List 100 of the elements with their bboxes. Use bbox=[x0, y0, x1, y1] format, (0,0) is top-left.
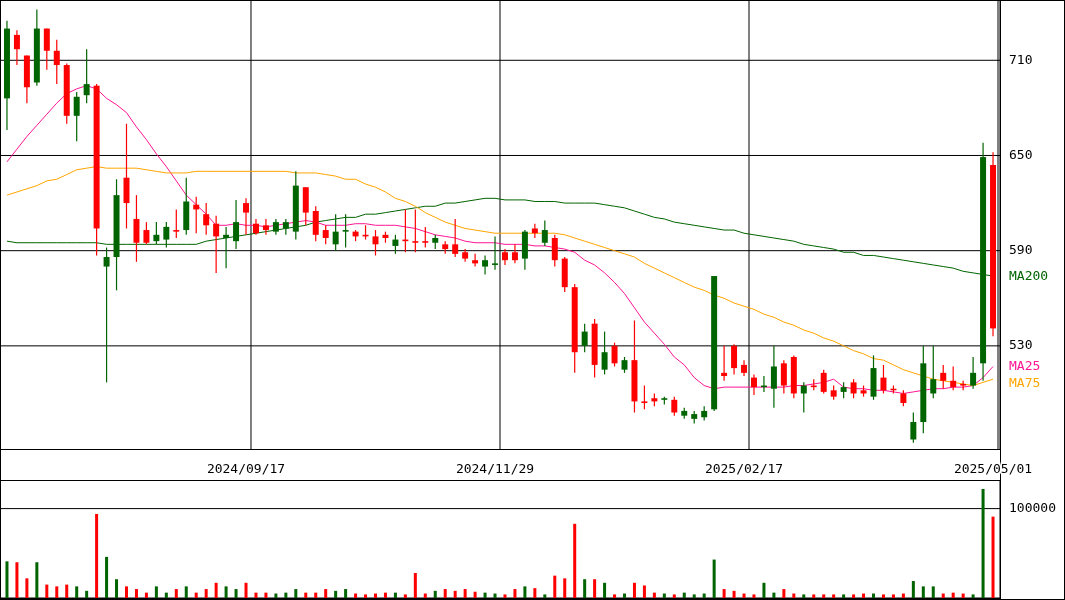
y-tick-label: 590 bbox=[1009, 242, 1033, 258]
candlestick bbox=[342, 213, 349, 249]
candlestick bbox=[511, 243, 518, 264]
candlestick bbox=[143, 221, 150, 245]
bar bbox=[563, 578, 567, 598]
bar bbox=[553, 575, 557, 598]
bar bbox=[294, 589, 298, 598]
series-label: MA200 bbox=[1009, 267, 1049, 283]
bar bbox=[493, 593, 497, 598]
bar bbox=[453, 590, 457, 598]
bar bbox=[752, 594, 756, 598]
y-tick-label: 530 bbox=[1009, 337, 1033, 353]
bar bbox=[533, 588, 537, 598]
bar bbox=[613, 594, 617, 598]
bar bbox=[324, 589, 328, 598]
series-label: MA25 bbox=[1009, 358, 1041, 373]
bar bbox=[543, 594, 547, 598]
bar bbox=[732, 590, 736, 598]
bar bbox=[961, 593, 965, 598]
bar bbox=[164, 592, 168, 598]
bar bbox=[15, 562, 19, 598]
bar bbox=[35, 562, 39, 598]
candlestick bbox=[43, 27, 50, 71]
candlestick bbox=[422, 226, 429, 249]
bar bbox=[772, 592, 776, 598]
bar bbox=[832, 594, 836, 598]
candlestick bbox=[541, 219, 548, 247]
bar bbox=[812, 594, 816, 598]
bar bbox=[632, 582, 636, 598]
bar bbox=[5, 561, 9, 598]
bar bbox=[264, 592, 268, 598]
bar bbox=[134, 589, 138, 598]
bar bbox=[144, 592, 148, 598]
candlestick bbox=[163, 221, 170, 249]
bar bbox=[354, 593, 358, 598]
bar bbox=[124, 586, 128, 598]
bar bbox=[254, 592, 258, 598]
bar bbox=[403, 594, 407, 598]
bar bbox=[573, 523, 577, 598]
bar bbox=[931, 586, 935, 598]
bar bbox=[623, 593, 626, 598]
bar bbox=[105, 556, 109, 598]
candlestick bbox=[940, 364, 947, 390]
candlestick bbox=[103, 246, 110, 383]
bar bbox=[45, 584, 49, 598]
candlestick bbox=[731, 343, 738, 376]
bar bbox=[762, 582, 766, 598]
candlestick bbox=[850, 378, 857, 399]
bar bbox=[194, 592, 198, 598]
bar bbox=[742, 593, 746, 598]
bar bbox=[274, 593, 278, 598]
bar bbox=[792, 593, 796, 598]
bar bbox=[523, 586, 527, 598]
candlestick bbox=[83, 48, 90, 104]
candlestick bbox=[322, 224, 329, 245]
bar bbox=[901, 593, 905, 598]
bar bbox=[642, 585, 646, 598]
bar bbox=[224, 586, 228, 598]
x-tick-label: 2025/02/17 bbox=[704, 460, 784, 476]
candlestick bbox=[133, 194, 140, 263]
candlestick bbox=[910, 411, 917, 444]
bar bbox=[991, 516, 995, 598]
candlestick bbox=[412, 208, 419, 253]
candlestick bbox=[153, 221, 160, 245]
candlestick bbox=[551, 234, 558, 268]
bar bbox=[383, 592, 387, 598]
candlestick bbox=[950, 365, 957, 391]
candlestick bbox=[581, 323, 588, 353]
bar bbox=[702, 593, 706, 598]
candlestick bbox=[243, 197, 249, 236]
bar bbox=[672, 594, 676, 598]
candlestick bbox=[492, 235, 499, 271]
bar bbox=[822, 594, 826, 598]
candlestick bbox=[970, 356, 977, 390]
bar bbox=[941, 593, 945, 598]
bar bbox=[423, 593, 427, 598]
x-tick-label: 2024/11/29 bbox=[455, 460, 535, 476]
bar bbox=[842, 594, 846, 598]
bar bbox=[862, 593, 866, 598]
bar bbox=[921, 586, 925, 598]
bar bbox=[344, 589, 348, 598]
candlestick bbox=[611, 342, 618, 368]
y-tick-label: 100000 bbox=[1009, 500, 1056, 516]
bar bbox=[284, 592, 288, 598]
bar bbox=[314, 592, 318, 598]
candlestick bbox=[770, 345, 777, 409]
bar bbox=[214, 582, 218, 598]
candlestick bbox=[223, 226, 230, 269]
bar bbox=[184, 586, 188, 598]
y-tick-label: 710 bbox=[1009, 51, 1033, 67]
candlestick bbox=[820, 369, 827, 395]
x-tick-label: 2024/09/17 bbox=[206, 460, 286, 476]
candlestick bbox=[282, 218, 289, 236]
candlestick bbox=[13, 29, 20, 66]
bar bbox=[951, 592, 955, 598]
candlestick bbox=[751, 373, 757, 396]
candlestick bbox=[601, 330, 608, 376]
bar bbox=[154, 586, 158, 598]
candlestick bbox=[173, 208, 180, 239]
bar bbox=[712, 559, 716, 598]
